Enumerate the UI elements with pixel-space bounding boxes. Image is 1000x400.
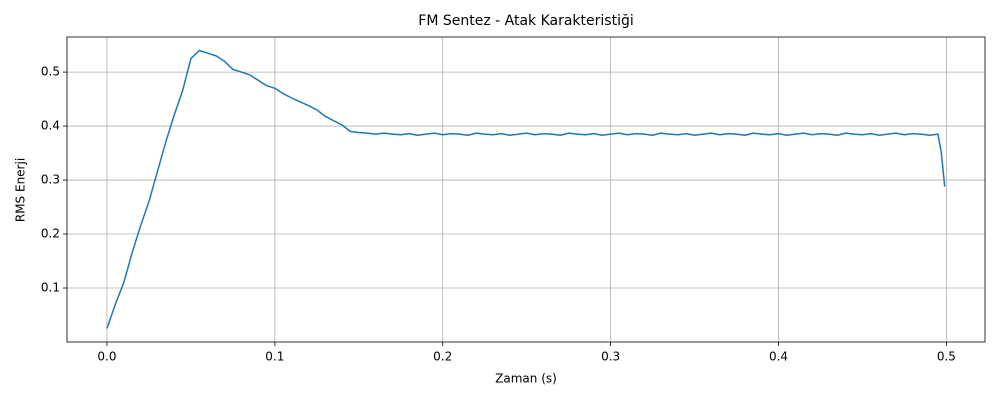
x-tick-label: 0.4 <box>769 350 788 364</box>
plot-frame <box>66 36 986 343</box>
x-tick-label: 0.2 <box>433 350 452 364</box>
x-tick-label: 0.5 <box>937 350 956 364</box>
x-tick-label: 0.0 <box>97 350 116 364</box>
x-tick-label: 0.3 <box>601 350 620 364</box>
y-tick-label: 0.1 <box>41 281 60 295</box>
data-line <box>106 49 946 329</box>
x-axis-label: Zaman (s) <box>495 372 557 386</box>
y-axis-label: RMS Enerji <box>14 158 28 222</box>
y-tick-label: 0.5 <box>41 65 60 79</box>
y-tick-label: 0.3 <box>41 173 60 187</box>
x-tick-label: 0.1 <box>265 350 284 364</box>
y-tick-label: 0.4 <box>41 119 60 133</box>
chart-title: FM Sentez - Atak Karakteristiği <box>418 13 633 29</box>
y-tick-label: 0.2 <box>41 227 60 241</box>
